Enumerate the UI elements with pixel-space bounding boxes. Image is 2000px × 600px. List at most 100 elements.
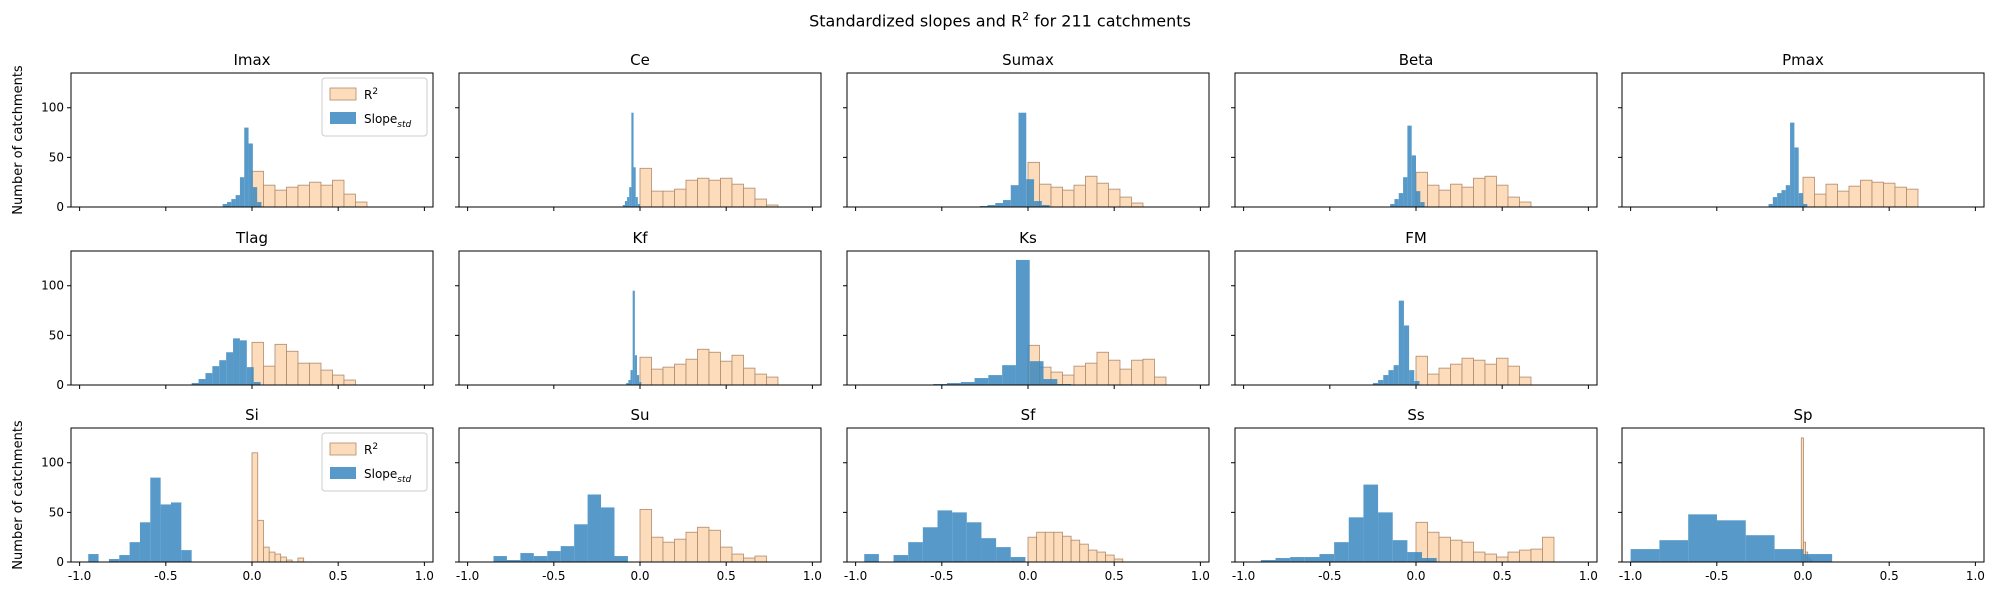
y-tick-label: 100 <box>41 101 64 115</box>
slope-bar <box>1422 558 1437 562</box>
x-tick-label: 1.0 <box>1966 569 1985 583</box>
slope-bar <box>1803 554 1833 562</box>
r2-bar <box>1062 189 1075 208</box>
r2-bar <box>1050 186 1063 208</box>
slope-bar <box>1659 540 1689 562</box>
r2-bar <box>1802 176 1815 208</box>
slope-bar <box>1777 193 1782 207</box>
x-tick-label: 0.0 <box>242 569 261 583</box>
slope-bar <box>636 375 640 385</box>
x-tick-label: -0.5 <box>930 569 953 583</box>
slope-bar <box>988 375 1003 385</box>
slope-bar <box>1798 193 1803 207</box>
slope-bar <box>624 201 628 207</box>
panel-title: Su <box>630 406 649 424</box>
r2-bar <box>1883 182 1896 208</box>
slope-bar <box>205 373 213 385</box>
slope-bar <box>1034 201 1042 207</box>
legend-label: Slopestd <box>364 467 412 485</box>
x-tick-label: -0.5 <box>1318 569 1341 583</box>
slope-bar <box>1002 365 1016 385</box>
y-axis-label: Number of catchments <box>11 420 26 570</box>
r2-bar <box>1079 543 1089 563</box>
slope-bar <box>922 527 938 562</box>
figure-title-rest: for 211 catchments <box>1029 11 1191 31</box>
slope-bar <box>88 554 99 562</box>
panel-ce: Ce <box>455 51 822 211</box>
slope-bar <box>1403 325 1410 385</box>
r2-bar <box>309 181 322 208</box>
slope-bar <box>1745 535 1775 562</box>
r2-bar <box>743 557 756 563</box>
slope-bar <box>1716 520 1746 562</box>
r2-bar <box>651 536 664 563</box>
slope-bar <box>547 551 561 562</box>
panel-title: Imax <box>233 51 270 69</box>
slope-bar <box>637 204 640 207</box>
slope-bar <box>219 360 227 385</box>
x-tick-label: 0.5 <box>1105 569 1124 583</box>
slope-bar <box>1411 155 1416 207</box>
panel-tlag: Tlag 0 50 100 <box>41 229 434 392</box>
legend-label-main: R <box>364 88 372 102</box>
slope-bar <box>614 556 628 562</box>
slope-bar <box>974 378 989 385</box>
slope-bar <box>1803 204 1808 207</box>
r2-bar <box>651 368 664 386</box>
r2-bar <box>1519 376 1532 386</box>
slope-bar <box>1394 199 1399 207</box>
panel-fm: FM <box>1231 229 1598 389</box>
r2-bar <box>720 546 733 563</box>
slope-bar <box>622 205 625 207</box>
r2-bar <box>754 198 767 208</box>
slope-bar <box>231 199 236 207</box>
r2-bar <box>251 452 259 563</box>
r2-bar <box>1894 186 1907 208</box>
r2-bar <box>274 343 287 386</box>
r2-bar <box>309 362 322 386</box>
legend-label-subscript: std <box>397 475 411 485</box>
slope-bar <box>1334 542 1349 562</box>
panel-sf: Sf -1.0 -0.5 0.0 0.5 1.0 <box>843 406 1210 583</box>
r2-bar <box>1096 182 1109 208</box>
x-tick-label: -1.0 <box>844 569 867 583</box>
slope-bar <box>533 556 548 562</box>
panel-title: Sumax <box>1002 51 1054 69</box>
r2-bar <box>1154 376 1167 386</box>
slope-bar <box>1688 514 1717 562</box>
slope-bar <box>626 383 629 385</box>
x-tick-label: 0.0 <box>1793 569 1812 583</box>
r2-bar <box>1461 541 1474 563</box>
r2-bar <box>1073 365 1086 386</box>
x-tick-label: 1.0 <box>415 569 434 583</box>
slope-bar <box>893 555 909 562</box>
r2-bar <box>286 186 299 208</box>
panel-title: Ks <box>1019 229 1037 247</box>
r2-bar <box>1814 193 1827 208</box>
y-tick-label: 50 <box>49 150 64 164</box>
legend: R2 Slopestd <box>321 432 428 492</box>
slope-bar <box>1630 549 1660 562</box>
slope-bar <box>981 538 997 562</box>
slope-bar <box>996 547 1011 562</box>
slope-bar <box>235 195 240 207</box>
r2-bar <box>708 529 721 563</box>
r2-bar <box>1096 551 1106 563</box>
x-tick-label: 1.0 <box>1191 569 1210 583</box>
slope-bar <box>952 512 967 562</box>
y-tick-label: 0 <box>56 555 64 569</box>
r2-bar <box>343 379 356 386</box>
r2-bar <box>1438 367 1451 386</box>
r2-bar <box>1450 539 1463 563</box>
x-tick-label: -1.0 <box>1619 569 1642 583</box>
y-tick-label: 0 <box>56 378 64 392</box>
slope-bar <box>627 197 630 207</box>
slope-bar <box>1363 484 1379 562</box>
slope-bar <box>198 379 206 385</box>
slope-bar <box>1041 205 1050 207</box>
panel-kf: Kf <box>455 229 822 389</box>
slope-bar <box>995 203 1004 207</box>
r2-bar <box>731 183 744 208</box>
figure-title-superscript: 2 <box>1022 10 1030 23</box>
r2-bar <box>1848 185 1861 208</box>
